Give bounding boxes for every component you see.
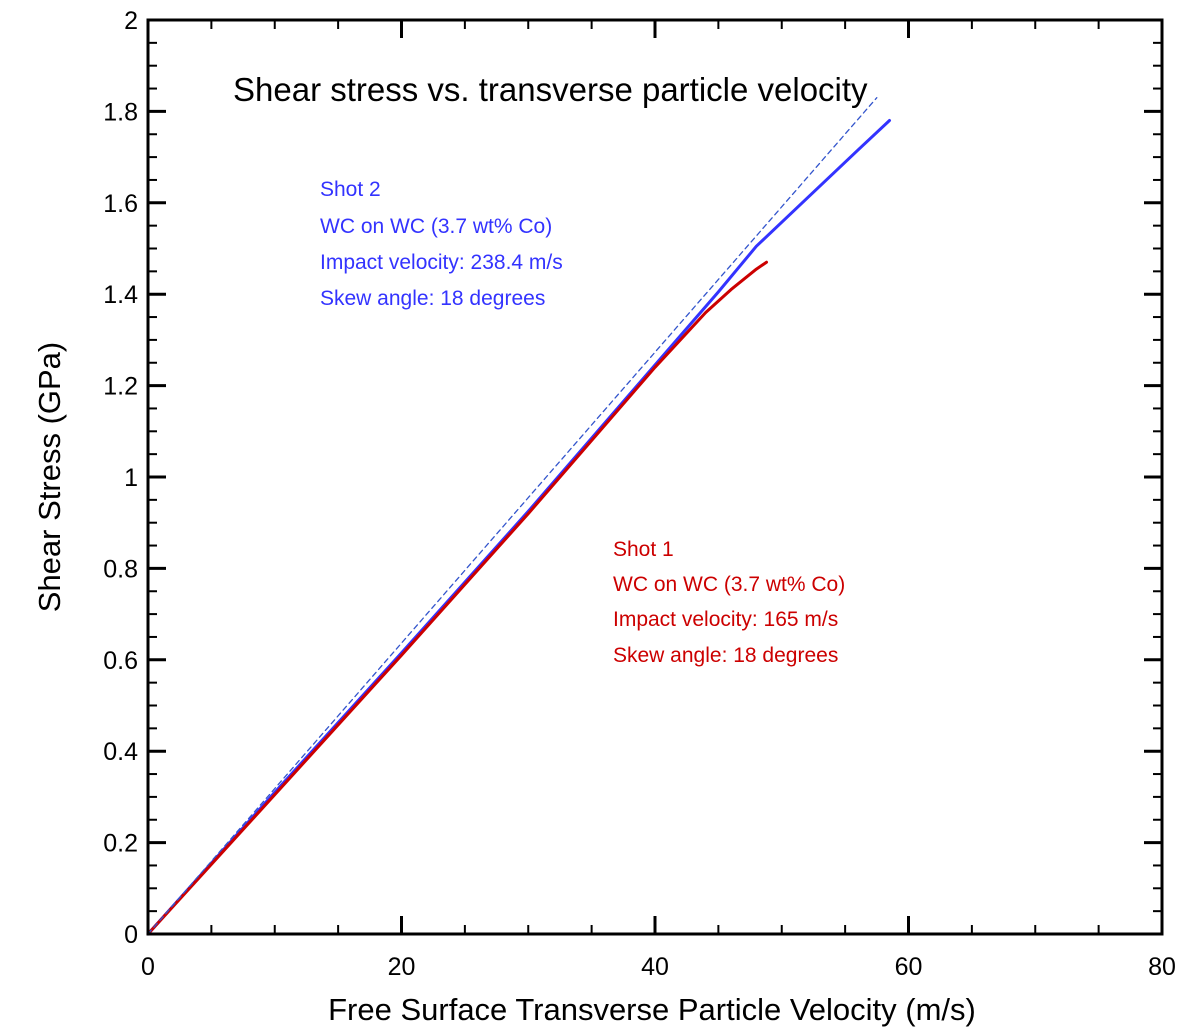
chart-title: Shear stress vs. transverse particle vel… [233, 71, 868, 108]
axis-tick-labels: 0 20 40 60 80 0 0.2 0.4 0.6 0.8 1 1.2 1.4 1.6 1.8 2 [103, 7, 1176, 981]
annotation-line: WC on WC (3.7 wt% Co) [613, 573, 845, 596]
x-tick-label: 60 [895, 953, 923, 981]
x-axis-title: Free Surface Transverse Particle Velocit… [328, 992, 976, 1027]
annotation-line: Impact velocity: 238.4 m/s [320, 251, 563, 274]
y-tick-label: 1.6 [103, 190, 138, 218]
annotation-line: Shot 1 [613, 538, 674, 561]
y-tick-label: 2 [124, 7, 138, 35]
y-tick-label: 0 [124, 921, 138, 949]
x-tick-label: 80 [1148, 953, 1176, 981]
y-tick-label: 0.8 [103, 555, 138, 583]
series-layer [146, 97, 891, 936]
axis-ticks [146, 18, 1164, 936]
y-axis-title: Shear Stress (GPa) [32, 342, 67, 612]
series-line-shot-1 [146, 260, 768, 936]
y-tick-label: 0.6 [103, 647, 138, 675]
y-tick-label: 1.2 [103, 373, 138, 401]
plot-frame [146, 18, 1164, 936]
x-tick-label: 0 [141, 953, 155, 981]
y-tick-label: 1 [124, 464, 138, 492]
x-tick-label: 20 [388, 953, 416, 981]
series-line-shot-2 [146, 119, 891, 936]
x-tick-label: 40 [641, 953, 669, 981]
annotation-shot-2: Shot 2 WC on WC (3.7 wt% Co) Impact velo… [320, 178, 563, 310]
reference-dashed-line [147, 97, 878, 935]
y-tick-label: 0.2 [103, 830, 138, 858]
annotation-line: Shot 2 [320, 178, 381, 201]
annotation-line: Skew angle: 18 degrees [320, 287, 545, 310]
annotation-shot-1: Shot 1 WC on WC (3.7 wt% Co) Impact velo… [613, 538, 845, 667]
annotation-line: Impact velocity: 165 m/s [613, 608, 838, 631]
annotation-line: WC on WC (3.7 wt% Co) [320, 215, 552, 238]
y-tick-label: 1.4 [103, 281, 138, 309]
y-tick-label: 1.8 [103, 98, 138, 126]
annotation-line: Skew angle: 18 degrees [613, 644, 838, 667]
y-tick-label: 0.4 [103, 738, 138, 766]
